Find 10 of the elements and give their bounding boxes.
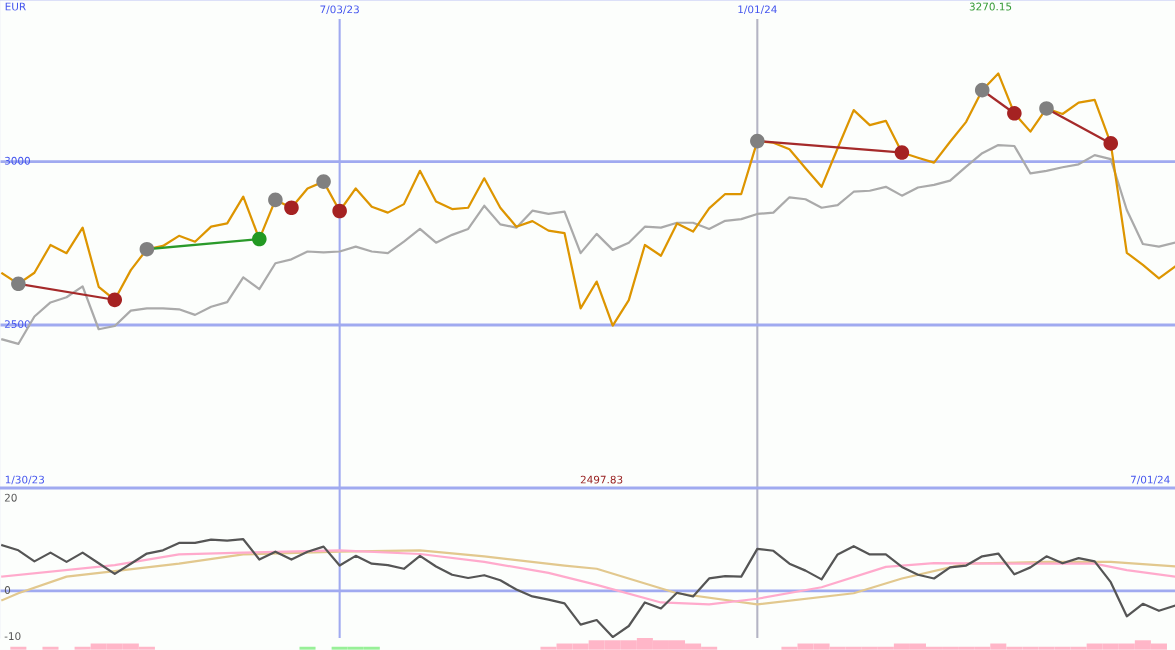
y-tick-label: 20 xyxy=(4,493,17,502)
x-tick-label: 1/01/24 xyxy=(738,5,777,15)
x-tick-label: 7/03/23 xyxy=(320,5,359,15)
annotation: 2497.83 xyxy=(580,475,623,484)
annotation: 7/01/24 xyxy=(1131,475,1170,485)
annotation: 3270.15 xyxy=(969,2,1012,11)
y-tick-label: -10 xyxy=(4,632,21,641)
y-tick-label: 0 xyxy=(4,586,11,594)
annotation: 1/30/23 xyxy=(5,475,45,485)
y-axis-title: EUR xyxy=(5,2,26,11)
